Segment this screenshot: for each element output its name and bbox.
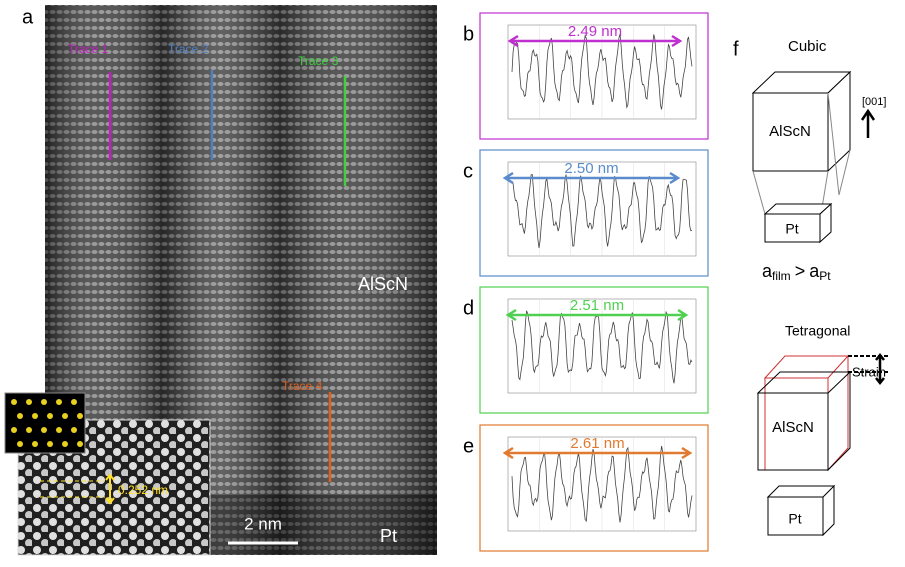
atom (47, 441, 53, 447)
atom (56, 399, 62, 405)
atom (17, 413, 23, 419)
film-label: AlScN (772, 419, 814, 436)
lattice-relation: afilm > aPt (762, 261, 831, 283)
panel-label: f (733, 38, 739, 60)
measure-label: 2.50 nm (564, 160, 618, 177)
relation-part: a (809, 261, 820, 281)
profile-frame (479, 424, 709, 552)
measure-arrow (502, 446, 693, 460)
atom (26, 399, 32, 405)
profile-curve (511, 445, 693, 523)
direction-label: [001] (862, 96, 886, 108)
atom (32, 413, 38, 419)
atom (77, 413, 83, 419)
measure-arrow (507, 34, 683, 48)
atom (47, 413, 53, 419)
substrate-label: Pt (785, 221, 798, 237)
trace-label: Trace 2 (168, 42, 209, 56)
atom (32, 441, 38, 447)
profile-frame (479, 286, 709, 414)
cubic-cube (751, 70, 852, 244)
panel-label: d (463, 297, 474, 319)
material-label: AlScN (358, 274, 408, 294)
profile-curve (511, 310, 693, 384)
atom (62, 413, 68, 419)
atom (41, 427, 47, 433)
substrate-label: Pt (788, 511, 801, 527)
measure-label: 2.61 nm (570, 435, 624, 452)
cubic-label: Cubic (788, 38, 827, 55)
measure-label: 2.51 nm (570, 297, 624, 314)
profile-curve (511, 174, 693, 248)
crystal-model (4, 392, 86, 454)
profile-curve (511, 33, 693, 110)
atom (17, 441, 23, 447)
relation-part: > (795, 261, 806, 281)
profile-frame (479, 149, 709, 277)
panel-label: a (22, 6, 34, 28)
atom (62, 441, 68, 447)
atom (26, 427, 32, 433)
atom (11, 399, 17, 405)
relation-part: film (772, 269, 791, 283)
measure-label: 2.49 nm (568, 23, 622, 40)
scale-bar-label: 2 nm (244, 514, 282, 533)
trace-label: Trace 3 (298, 54, 339, 68)
strain-label: Strain (852, 364, 886, 379)
atom (41, 399, 47, 405)
substrate-label: Pt (380, 526, 397, 546)
spacing-arrow (105, 473, 115, 505)
relaxed-cube (756, 352, 890, 537)
strained-cube (763, 354, 850, 472)
relation-part: Pt (819, 269, 831, 283)
panel-label: c (463, 160, 473, 182)
inset-image (17, 419, 211, 556)
profiles: b 2.49 nm c 2.50 nm d 2.51 nm e 2.61 nm (463, 12, 709, 552)
atom (71, 399, 77, 405)
atom (11, 427, 17, 433)
profile-frame (479, 12, 709, 140)
direction-arrow (860, 108, 876, 138)
relation-part: a (762, 261, 773, 281)
measure-arrow (505, 308, 689, 322)
panel-label: e (463, 435, 474, 457)
tetragonal-label: Tetragonal (785, 323, 850, 339)
trace-label: Trace 4 (282, 379, 323, 393)
panel-label: b (463, 23, 474, 45)
film-label: AlScN (769, 123, 811, 140)
trace-label: Trace 1 (68, 42, 109, 56)
atom (56, 427, 62, 433)
atom (77, 441, 83, 447)
atom (71, 427, 77, 433)
spacing-label: 0.252 nm (118, 483, 168, 497)
measure-arrow (502, 171, 681, 185)
